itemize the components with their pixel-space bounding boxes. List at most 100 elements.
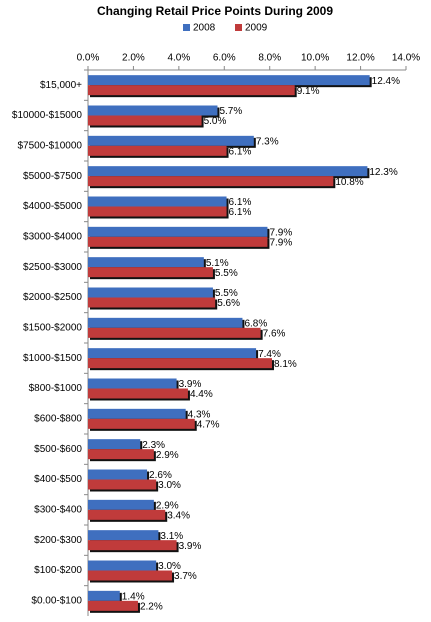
data-label: 4.3% [188, 409, 211, 420]
bar [88, 600, 138, 611]
bar [88, 105, 218, 116]
bar [88, 418, 195, 429]
bar [88, 408, 186, 419]
data-label: 5.5% [215, 288, 238, 299]
bar [88, 196, 227, 207]
bar [88, 378, 177, 389]
y-tick-label: $100-$200 [34, 565, 82, 576]
data-label: 5.5% [215, 268, 238, 279]
data-label: 7.9% [269, 237, 292, 248]
chart-title: Changing Retail Price Points During 2009 [97, 4, 333, 18]
data-label: 10.8% [335, 177, 363, 188]
bar [88, 348, 257, 359]
data-label: 2.2% [140, 601, 163, 612]
data-label: 5.1% [206, 258, 229, 269]
x-tick-label: 4.0% [167, 53, 190, 64]
y-tick-label: $10000-$15000 [12, 110, 83, 121]
y-tick-label: $300-$400 [34, 504, 82, 515]
bar [88, 75, 370, 86]
legend-label: 2009 [245, 23, 268, 34]
bar [88, 469, 148, 480]
y-tick-label: $4000-$5000 [23, 201, 82, 212]
data-label: 1.4% [122, 591, 145, 602]
bar [88, 560, 157, 571]
y-tick-label: $200-$300 [34, 535, 82, 546]
bar [88, 388, 188, 399]
data-label: 3.1% [160, 531, 183, 542]
y-tick-label: $3000-$4000 [23, 231, 82, 242]
data-label: 6.1% [229, 197, 252, 208]
legend-swatch [235, 24, 242, 31]
y-tick-label: $15,000+ [40, 80, 82, 91]
data-label: 4.7% [197, 419, 220, 430]
data-label: 4.4% [190, 389, 213, 400]
y-tick-label: $500-$600 [34, 444, 82, 455]
x-tick-label: 0.0% [77, 53, 100, 64]
bar [88, 166, 368, 177]
data-label: 3.4% [167, 510, 190, 521]
x-tick-label: 12.0% [346, 53, 374, 64]
bar [88, 257, 204, 268]
x-tick-label: 6.0% [213, 53, 236, 64]
bar [88, 317, 243, 328]
bar [88, 115, 202, 126]
data-label: 2.9% [156, 500, 179, 511]
bar [88, 206, 227, 217]
legend-swatch [183, 24, 190, 31]
data-label: 9.1% [297, 86, 320, 97]
data-label: 8.1% [274, 359, 297, 370]
y-tick-label: $5000-$7500 [23, 171, 82, 182]
bar [88, 267, 213, 278]
data-label: 3.9% [179, 541, 202, 552]
data-label: 3.9% [179, 379, 202, 390]
y-tick-label: $7500-$10000 [17, 140, 82, 151]
y-tick-label: $2500-$3000 [23, 262, 82, 273]
bar [88, 540, 177, 551]
bar [88, 570, 173, 581]
bar [88, 287, 213, 298]
x-tick-label: 10.0% [301, 53, 329, 64]
y-tick-label: $1500-$2000 [23, 322, 82, 333]
x-tick-label: 8.0% [258, 53, 281, 64]
bar [88, 85, 295, 96]
bar [88, 530, 159, 541]
bar [88, 135, 254, 146]
x-tick-label: 2.0% [122, 53, 145, 64]
legend-label: 2008 [193, 23, 216, 34]
bar [88, 479, 157, 490]
data-label: 5.0% [204, 116, 227, 127]
bar [88, 297, 216, 308]
bar [88, 499, 154, 510]
bar [88, 358, 272, 369]
y-tick-label: $1000-$1500 [23, 353, 82, 364]
y-tick-label: $400-$500 [34, 474, 82, 485]
data-label: 2.6% [149, 470, 172, 481]
data-label: 7.4% [258, 349, 281, 360]
data-label: 12.3% [369, 167, 397, 178]
y-tick-label: $800-$1000 [29, 383, 83, 394]
y-tick-label: $600-$800 [34, 413, 82, 424]
data-label: 12.4% [372, 76, 400, 87]
data-label: 5.6% [217, 298, 240, 309]
bar [88, 439, 141, 450]
bar [88, 327, 261, 338]
data-label: 5.7% [219, 106, 242, 117]
data-label: 3.7% [174, 571, 197, 582]
bar [88, 590, 120, 601]
x-tick-label: 14.0% [392, 53, 420, 64]
data-label: 7.3% [256, 136, 279, 147]
bar [88, 236, 268, 247]
bar [88, 509, 166, 520]
data-label: 3.0% [158, 561, 181, 572]
bar [88, 226, 268, 237]
data-label: 7.6% [263, 328, 286, 339]
data-label: 7.9% [269, 227, 292, 238]
data-label: 6.1% [229, 146, 252, 157]
y-tick-label: $2000-$2500 [23, 292, 82, 303]
data-label: 2.3% [142, 440, 165, 451]
data-label: 6.8% [244, 318, 267, 329]
y-tick-label: $0.00-$100 [31, 595, 82, 606]
data-label: 6.1% [229, 207, 252, 218]
bar [88, 176, 334, 187]
